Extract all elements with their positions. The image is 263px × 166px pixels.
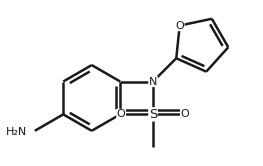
Text: O: O [175, 21, 184, 31]
Text: H₂N: H₂N [6, 127, 28, 137]
Text: S: S [149, 108, 157, 121]
Text: O: O [117, 109, 125, 119]
Text: N: N [149, 77, 157, 86]
Text: O: O [180, 109, 189, 119]
